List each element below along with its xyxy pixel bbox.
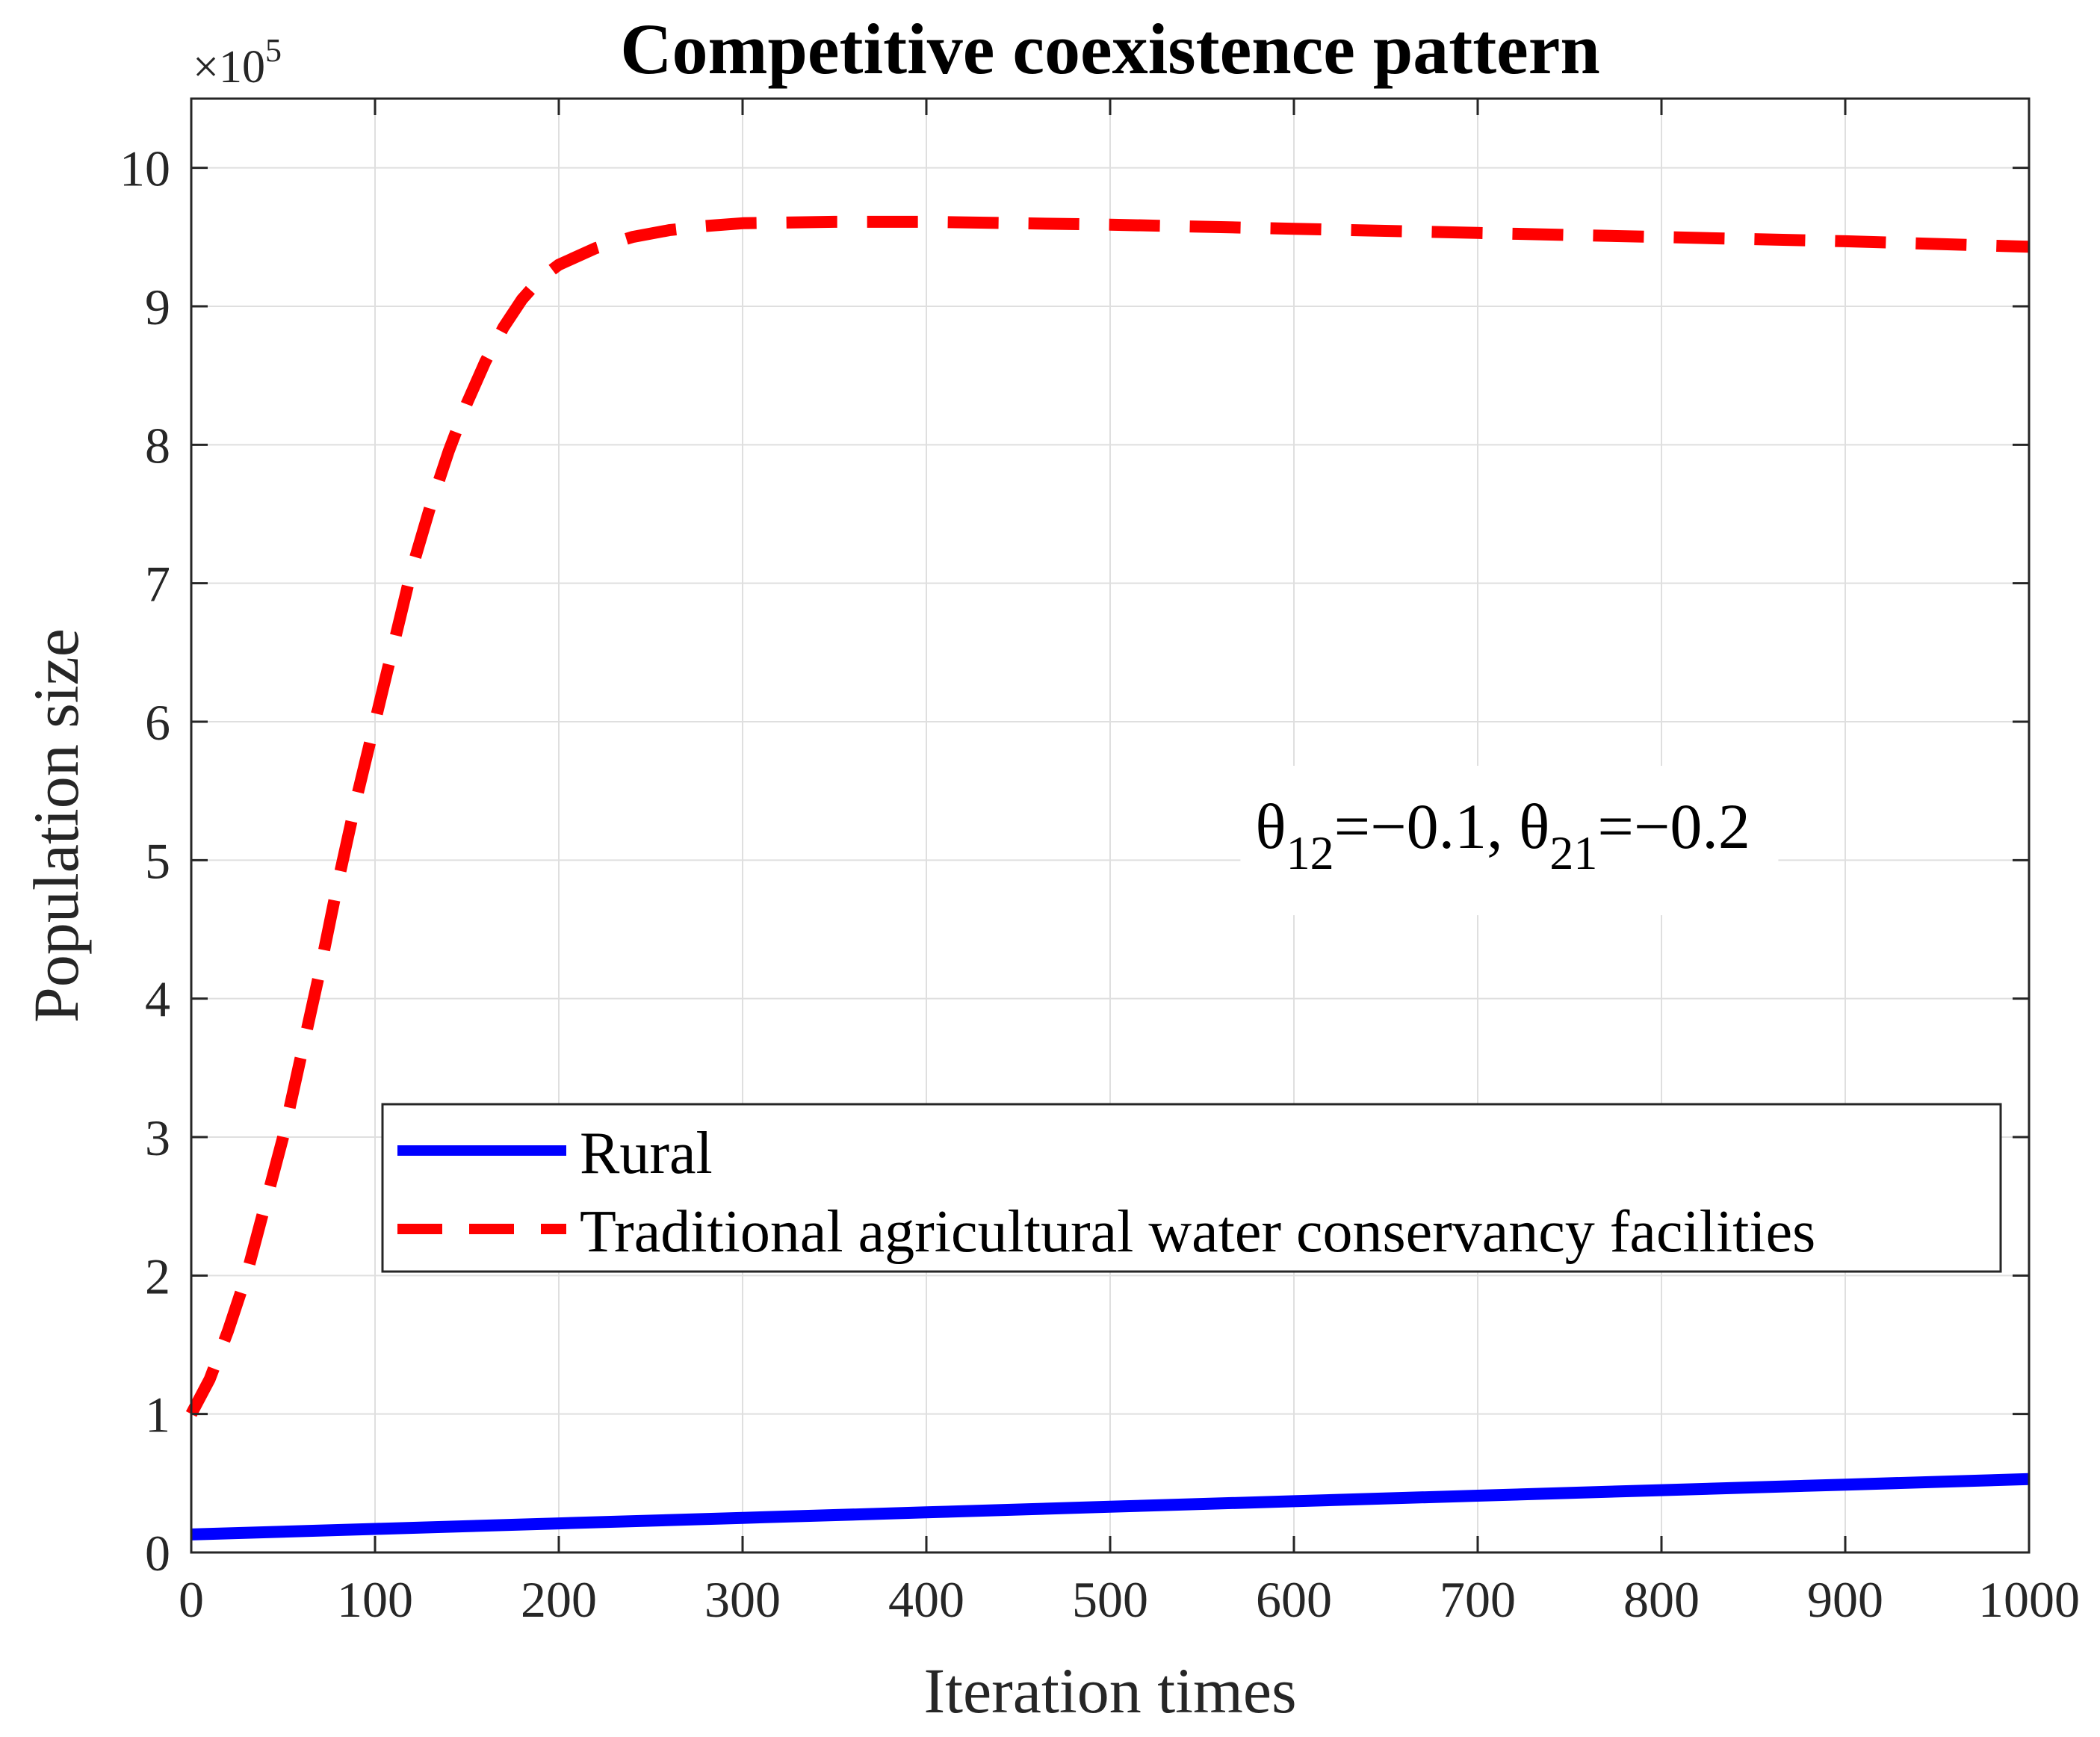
x-tick-label: 0 <box>179 1571 204 1628</box>
y-tick-label: 8 <box>145 417 170 474</box>
y-exponent-power: 5 <box>265 32 282 69</box>
legend-box <box>381 1103 2002 1273</box>
y-tick-label: 7 <box>145 556 170 613</box>
legend-label-rural: Rural <box>580 1121 713 1186</box>
annotation-sub-1: 12 <box>1286 826 1334 879</box>
y-exponent-base: 10 <box>219 42 265 93</box>
annotation-part-2: =−0.2 <box>1597 790 1750 862</box>
chart-title: Competitive coexistence pattern <box>620 9 1600 89</box>
y-tick-label: 1 <box>145 1387 170 1443</box>
x-tick-label: 400 <box>888 1571 964 1628</box>
annotation-sub-2: 21 <box>1549 826 1597 879</box>
x-tick-label: 800 <box>1623 1571 1700 1628</box>
y-tick-label: 6 <box>145 694 170 751</box>
annotation-text: θ12=−0.1, θ21=−0.2 <box>1255 790 1750 879</box>
parameter-annotation: θ12=−0.1, θ21=−0.2 <box>1240 766 1779 915</box>
x-tick-label: 100 <box>337 1571 413 1628</box>
legend: Rural Traditional agricultural water con… <box>381 1103 2002 1273</box>
series-layer <box>185 215 2030 1541</box>
y-tick-label: 0 <box>145 1525 170 1582</box>
annotation-theta-2: θ <box>1519 790 1549 862</box>
y-tick-label: 9 <box>145 279 170 335</box>
annotation-theta-1: θ <box>1255 790 1286 862</box>
x-tick-label: 200 <box>521 1571 597 1628</box>
x-tick-label: 900 <box>1807 1571 1883 1628</box>
y-tick-label: 4 <box>145 971 170 1028</box>
legend-label-traditional-facilities: Traditional agricultural water conservan… <box>580 1199 1815 1265</box>
y-tick-label: 3 <box>145 1109 170 1166</box>
x-tick-label: 600 <box>1256 1571 1332 1628</box>
x-tick-label: 700 <box>1440 1571 1516 1628</box>
y-axis-label: Population size <box>20 628 92 1023</box>
y-exponent-times: × <box>193 42 219 93</box>
x-tick-label: 300 <box>704 1571 781 1628</box>
annotation-background <box>1240 766 1779 915</box>
y-tick-label: 5 <box>145 832 170 889</box>
y-tick-label: 10 <box>120 140 170 197</box>
x-tick-label: 1000 <box>1978 1571 2080 1628</box>
series-line-rural <box>191 1473 2030 1541</box>
x-tick-label: 500 <box>1072 1571 1148 1628</box>
annotation-part-1: =−0.1, <box>1334 790 1520 862</box>
x-axis-label: Iteration times <box>923 1655 1296 1727</box>
ticks: 0 100 200 300 400 500 600 700 800 900 100001234567… <box>120 99 2080 1628</box>
y-exponent-label: ×105 <box>193 32 282 93</box>
y-tick-label: 2 <box>145 1248 170 1304</box>
series-line-traditional-facilities <box>185 215 2030 1417</box>
